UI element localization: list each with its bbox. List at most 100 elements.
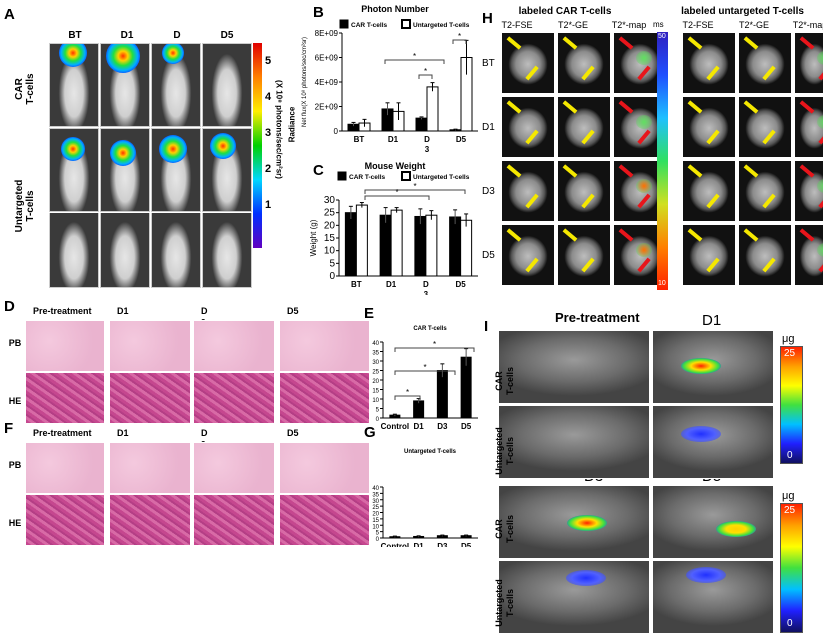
- colorbar-top: 50: [658, 33, 666, 40]
- row-label: PB: [8, 460, 22, 470]
- arrow-icon: [637, 257, 651, 273]
- arrow-icon: [799, 36, 815, 50]
- he-stain-image: [109, 494, 191, 546]
- mouse-image: [49, 213, 99, 288]
- x-tick-label: D3: [437, 422, 448, 430]
- row-label: D1: [482, 122, 495, 133]
- arrow-icon: [525, 129, 539, 145]
- col-label: D: [173, 30, 181, 41]
- arrow-icon: [581, 257, 595, 273]
- y-tick-label: 15: [372, 518, 379, 524]
- arrow-icon: [637, 65, 651, 81]
- fluorescence-image: [498, 330, 650, 404]
- he-stain-image: [193, 372, 275, 424]
- arrow-icon: [762, 129, 776, 145]
- y-tick-label: 40: [372, 341, 379, 347]
- y-tick-label: 15: [372, 389, 379, 395]
- arrow-icon: [818, 257, 823, 273]
- y-tick-label: 20: [372, 379, 379, 385]
- mri-image: [794, 96, 823, 158]
- pb-stain-image: [193, 320, 275, 372]
- arrow-icon: [562, 36, 578, 50]
- mri-image: [738, 224, 792, 286]
- significance-bracket: [384, 59, 445, 64]
- y-tick-label: 35: [372, 492, 379, 498]
- mri-image: [738, 160, 792, 222]
- iron-signal: [817, 243, 823, 257]
- y-tick-label: 5: [376, 408, 380, 414]
- x-tick-label: Control: [381, 542, 409, 547]
- y-tick-label: 25: [372, 505, 379, 511]
- colorbar-label: (X 10⁸ photons/sec/cm²sr): [274, 80, 284, 179]
- colorbar-bottom: 10: [658, 280, 666, 287]
- arrow-icon: [506, 100, 522, 114]
- col-label: D1: [120, 30, 134, 41]
- legend-swatch: [401, 171, 411, 181]
- significance-bracket: [452, 39, 467, 44]
- signal-spot: [210, 133, 236, 159]
- significance-bracket: [364, 189, 466, 194]
- arrow-icon: [562, 228, 578, 242]
- col-label: D5: [220, 30, 234, 41]
- arrow-icon: [637, 193, 651, 209]
- panel-label-g: G: [364, 424, 376, 441]
- panel-label-i: I: [484, 318, 489, 335]
- arrow-icon: [687, 228, 703, 242]
- bar: [460, 356, 472, 419]
- colorbar-unit: μg: [782, 490, 795, 502]
- signal-spot: [59, 44, 87, 67]
- row-label-car: CAR T-cells: [14, 73, 36, 105]
- x-tick-label: D1: [414, 422, 425, 430]
- group-title-car: labeled CAR T-cells: [518, 6, 612, 17]
- y-tick-label: 6E+09: [315, 54, 339, 63]
- signal-spot: [162, 44, 184, 64]
- row-label-untargeted: Untargeted T-cells: [494, 427, 515, 475]
- arrow-icon: [581, 65, 595, 81]
- arrow-icon: [525, 257, 539, 273]
- arrow-icon: [506, 164, 522, 178]
- iron-signal: [817, 51, 823, 65]
- ug-colorbar: [780, 346, 803, 464]
- ug-colorbar: [780, 503, 803, 633]
- signal-spot: [716, 521, 756, 537]
- bar: [415, 117, 428, 132]
- col-label: T2-FSE: [501, 20, 533, 30]
- mri-image: [682, 32, 736, 94]
- row-label: PB: [8, 338, 22, 348]
- mouse-image: [202, 43, 252, 127]
- bar: [379, 214, 392, 277]
- fluorescence-image: [498, 485, 650, 559]
- panel-label-e: E: [364, 305, 375, 322]
- mri-image: [794, 32, 823, 94]
- significance-star: *: [423, 363, 426, 372]
- mouse-image: [151, 213, 201, 288]
- significance-bracket: [394, 347, 475, 352]
- significance-bracket: [418, 74, 433, 79]
- x-tick-label: D5: [461, 422, 472, 430]
- col-label: T2*-map: [792, 20, 823, 30]
- mri-image: [794, 160, 823, 222]
- signal-spot: [159, 135, 187, 163]
- arrow-icon: [799, 228, 815, 242]
- mri-image: [682, 224, 736, 286]
- arrow-icon: [743, 164, 759, 178]
- y-tick-label: 0: [376, 417, 380, 423]
- y-tick-label: 10: [372, 398, 379, 404]
- group-title-untargeted: labeled untargeted T-cells: [681, 6, 804, 17]
- iron-signal: [817, 179, 823, 193]
- mri-image: [557, 32, 611, 94]
- he-stain-image: [25, 494, 105, 546]
- arrow-icon: [706, 257, 720, 273]
- significance-bracket: [394, 395, 421, 400]
- mouse-image: [100, 213, 150, 288]
- y-tick-label: 40: [372, 486, 379, 492]
- col-label: D1: [117, 306, 129, 316]
- arrow-icon: [743, 36, 759, 50]
- y-tick-label: 4E+09: [315, 78, 339, 87]
- arrow-icon: [706, 193, 720, 209]
- significance-star: *: [424, 67, 427, 76]
- signal-spot: [106, 44, 140, 73]
- bar: [413, 400, 425, 419]
- row-label-untargeted: Untargeted T-cells: [14, 179, 36, 233]
